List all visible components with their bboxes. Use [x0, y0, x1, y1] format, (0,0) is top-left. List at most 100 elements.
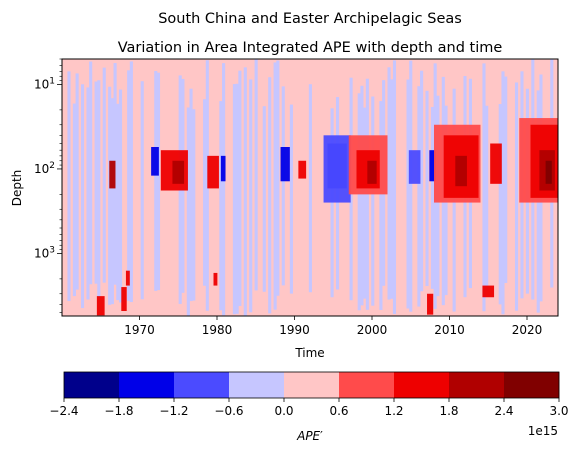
heatmap-strip: [417, 86, 420, 306]
heatmap-strip: [485, 106, 488, 291]
heatmap-strip: [501, 71, 504, 314]
heatmap-strip: [420, 71, 423, 291]
heatmap-strip: [103, 68, 106, 283]
heatmap-strip: [97, 80, 100, 297]
heatmap-strip: [268, 77, 271, 313]
heatmap-strip: [219, 101, 222, 310]
figure-suptitle: South China and Easter Archipelagic Seas: [158, 11, 462, 27]
colorbar-tick-label: 1.8: [439, 404, 458, 418]
heatmap-strip: [282, 86, 285, 285]
heatmap-feature: [546, 161, 552, 184]
heatmap-strip: [425, 91, 428, 286]
heatmap-strip: [290, 105, 293, 294]
heatmap-strip: [95, 82, 98, 284]
heatmap-strip: [249, 79, 252, 312]
x-tick-label: 1980: [202, 323, 233, 337]
colorbar-segment: [504, 372, 559, 398]
y-tick-label: 103: [34, 245, 55, 260]
heatmap-strip: [116, 104, 119, 300]
heatmap-strip: [236, 84, 239, 314]
colorbar: [64, 372, 559, 398]
x-tick-label: 1990: [279, 323, 310, 337]
heatmap-strip: [192, 109, 195, 300]
y-axis-ticks: 101 102 103: [34, 59, 62, 313]
heatmap-strip: [393, 60, 396, 314]
heatmap-feature: [207, 156, 219, 189]
heatmap-strip: [89, 62, 92, 285]
heatmap-feature: [427, 294, 433, 315]
heatmap-feature: [324, 135, 351, 202]
heatmap-feature: [126, 271, 130, 286]
heatmap-strip: [379, 101, 382, 310]
heatmap-strip: [255, 59, 258, 290]
colorbar-segment: [119, 372, 174, 398]
colorbar-tick-label: −1.8: [104, 404, 133, 418]
heatmap-strip: [119, 90, 122, 303]
colorbar-tick-label: 0.0: [274, 404, 293, 418]
heatmap-strip: [274, 62, 277, 309]
colorbar-ticks: −2.4 −1.8 −1.2 −0.6 0.0 0.6 1.2 1.8 2.4 3.0: [49, 398, 568, 418]
heatmap-plot-area: [62, 59, 558, 316]
y-tick-label: 102: [34, 161, 55, 176]
heatmap-strip: [76, 73, 79, 289]
colorbar-label-prime: ′: [320, 429, 323, 443]
heatmap-feature: [367, 161, 376, 184]
heatmap-strip: [276, 60, 279, 295]
heatmap-strip: [233, 84, 236, 314]
x-axis-ticks: 1970 1980 1990 2000 2010 2020: [124, 316, 542, 337]
heatmap-feature: [214, 273, 218, 286]
heatmap-strip: [67, 71, 70, 301]
heatmap-strip: [390, 79, 393, 298]
colorbar-tick-label: 2.4: [494, 404, 513, 418]
heatmap-feature: [109, 161, 115, 189]
heatmap-strip: [504, 77, 507, 283]
heatmap-strip: [81, 84, 84, 308]
heatmap-strip: [360, 86, 363, 306]
heatmap-feature: [409, 150, 421, 184]
heatmap-strip: [203, 99, 206, 285]
heatmap-strip: [309, 84, 312, 292]
heatmap-strip: [187, 107, 190, 315]
heatmap-strip: [86, 87, 89, 299]
heatmap-strip: [222, 63, 225, 315]
x-tick-label: 2000: [357, 323, 388, 337]
heatmap-strip: [189, 89, 192, 301]
colorbar-label: APE′: [296, 429, 323, 443]
heatmap-feature: [172, 161, 184, 184]
heatmap-strip: [127, 70, 130, 300]
colorbar-label-main: APE: [296, 429, 320, 443]
heatmap-background-field: [62, 59, 558, 316]
colorbar-tick-label: −2.4: [49, 404, 78, 418]
heatmap-strip: [108, 87, 111, 305]
y-axis-label: Depth: [10, 170, 24, 207]
colorbar-segment: [174, 372, 229, 398]
colorbar-tick-label: 1.2: [384, 404, 403, 418]
heatmap-strip: [371, 97, 374, 306]
heatmap-feature: [490, 144, 502, 184]
heatmap-strip: [130, 61, 133, 302]
heatmap-strip: [515, 82, 518, 310]
x-tick-label: 2020: [512, 323, 543, 337]
heatmap-strip: [244, 67, 247, 316]
colorbar-segment: [284, 372, 339, 398]
colorbar-tick-label: −0.6: [214, 404, 243, 418]
heatmap-strip: [263, 106, 266, 292]
heatmap-strip: [482, 63, 485, 311]
heatmap-strip: [154, 71, 157, 291]
heatmap-feature: [121, 287, 126, 311]
heatmap-strip: [409, 61, 412, 312]
heatmap-strip: [499, 104, 502, 304]
heatmap-strip: [406, 80, 409, 309]
colorbar-segment: [394, 372, 449, 398]
heatmap-feature: [151, 147, 159, 176]
heatmap-strip: [141, 81, 144, 299]
chart-title: Variation in Area Integrated APE with de…: [118, 40, 503, 56]
colorbar-segment: [339, 372, 394, 398]
x-tick-label: 2010: [434, 323, 465, 337]
heatmap-strip: [73, 104, 76, 297]
colorbar-segment: [449, 372, 504, 398]
colorbar-tick-label: 3.0: [549, 404, 568, 418]
heatmap-strip: [111, 98, 114, 304]
heatmap-strip: [388, 67, 391, 299]
